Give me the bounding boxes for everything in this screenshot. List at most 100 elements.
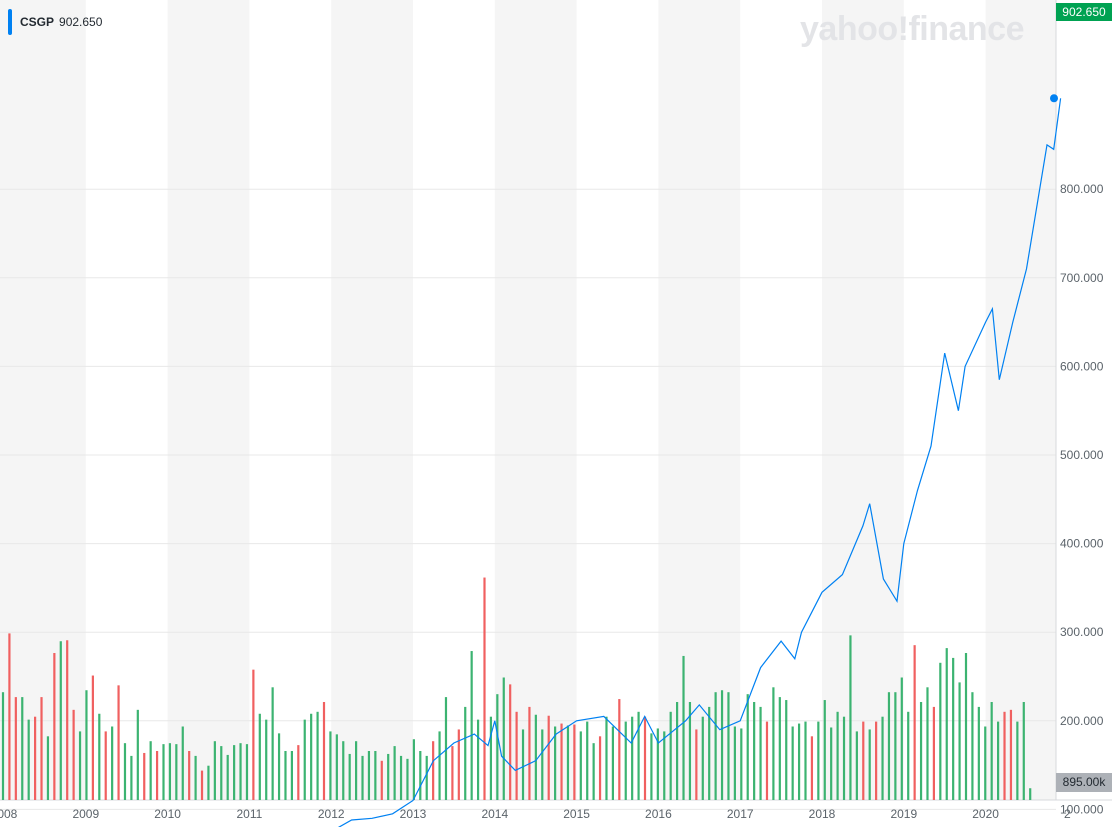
volume-bar	[823, 700, 826, 800]
x-axis: 2008 2009 2010 2011 2012 2013 2014 2015 2016 2017…	[0, 807, 1071, 821]
volume-bar	[399, 755, 403, 800]
y-tick-label: 200.000	[1060, 714, 1104, 728]
volume-bar	[374, 751, 377, 800]
volume-bar	[547, 715, 550, 800]
volume-bar	[971, 692, 974, 800]
y-axis: 100.000 200.000 300.000 400.000 500.000 600.0…	[1060, 182, 1104, 816]
volume-bar	[984, 726, 987, 800]
volume-bar	[123, 743, 127, 800]
volume-bar	[1003, 711, 1006, 800]
volume-bar	[310, 713, 313, 800]
volume-bar	[804, 721, 807, 800]
volume-bar	[393, 746, 396, 800]
volume-bar	[162, 744, 165, 800]
volume-bars	[1, 577, 1032, 800]
ticker-legend[interactable]: CSGP 902.650	[8, 9, 102, 35]
volume-bar	[913, 645, 916, 800]
volume-bar	[489, 716, 493, 800]
volume-bar	[284, 751, 287, 800]
volume-bar	[586, 721, 589, 800]
volume-bar	[136, 709, 139, 800]
volume-bar	[406, 758, 409, 800]
volume-bar	[907, 711, 910, 800]
volume-bar	[669, 711, 672, 800]
volume-bar	[457, 729, 460, 800]
volume-bar	[676, 702, 679, 800]
volume-bar	[952, 657, 955, 800]
volume-bar	[810, 736, 814, 800]
volume-flag: 895.00k	[1056, 773, 1112, 792]
x-tick-label: 2008	[0, 807, 18, 821]
volume-bar	[554, 726, 557, 800]
volume-bar	[746, 694, 749, 800]
volume-bar	[977, 706, 980, 800]
volume-bar	[335, 734, 338, 800]
volume-bar	[509, 684, 512, 800]
x-tick-label: 2010	[154, 807, 181, 821]
volume-bar	[714, 692, 717, 800]
year-bands	[0, 0, 1056, 800]
volume-bar	[560, 723, 563, 800]
volume-bar	[1029, 788, 1032, 800]
y-tick-label: 500.000	[1060, 448, 1104, 462]
volume-bar	[297, 745, 300, 800]
year-band-0	[0, 0, 86, 800]
volume-bar	[932, 706, 935, 800]
volume-bar	[688, 702, 692, 800]
volume-bar	[1, 692, 5, 800]
volume-bar	[695, 729, 698, 800]
volume-bar	[772, 687, 775, 800]
volume-bar	[438, 731, 441, 800]
volume-bar	[53, 653, 56, 800]
x-tick-label: 2015	[563, 807, 590, 821]
volume-bar	[213, 741, 216, 800]
volume-bar	[258, 713, 261, 800]
year-band-3	[494, 0, 577, 800]
volume-bar	[592, 743, 595, 800]
volume-bar	[997, 721, 1000, 800]
volume-bar	[143, 752, 146, 800]
volume-bar	[939, 662, 942, 800]
volume-bar	[900, 677, 903, 800]
year-band-1	[167, 0, 250, 800]
x-tick-label: 2014	[481, 807, 508, 821]
volume-bar	[534, 714, 537, 800]
x-tick-label: 2016	[645, 807, 672, 821]
volume-bar	[855, 731, 858, 800]
volume-bar	[682, 655, 685, 800]
volume-bar	[78, 731, 82, 800]
volume-bar	[643, 716, 647, 800]
volume-bar	[605, 716, 608, 800]
year-band-2	[331, 0, 413, 800]
volume-bar	[98, 713, 101, 800]
yahoo-finance-logo: yahoo!finance	[800, 10, 1024, 48]
price-line	[337, 98, 1062, 827]
volume-bar	[849, 635, 852, 800]
x-tick-label: 2018	[809, 807, 836, 821]
volume-bar	[740, 728, 743, 800]
volume-bar	[733, 726, 736, 800]
volume-bar	[348, 753, 351, 800]
volume-bar	[528, 706, 531, 800]
volume-bar	[830, 727, 833, 800]
volume-bar	[566, 725, 570, 800]
volume-bar	[40, 697, 43, 800]
volume-bar	[708, 706, 711, 800]
volume-bar	[919, 702, 923, 800]
volume-bar	[631, 716, 634, 800]
volume-bar	[329, 731, 332, 800]
x-tick-label: 2012	[318, 807, 345, 821]
volume-bar	[894, 692, 897, 800]
volume-bar	[361, 755, 364, 800]
volume-bar	[117, 685, 120, 800]
volume-bar	[34, 716, 37, 800]
volume-bar	[637, 711, 640, 800]
volume-bar	[842, 716, 846, 800]
volume-bar	[964, 653, 968, 800]
volume-bar	[1022, 702, 1025, 800]
volume-bar	[200, 770, 204, 800]
volume-bar	[926, 687, 929, 800]
volume-bar	[990, 702, 993, 800]
ticker-symbol: CSGP	[20, 15, 55, 29]
